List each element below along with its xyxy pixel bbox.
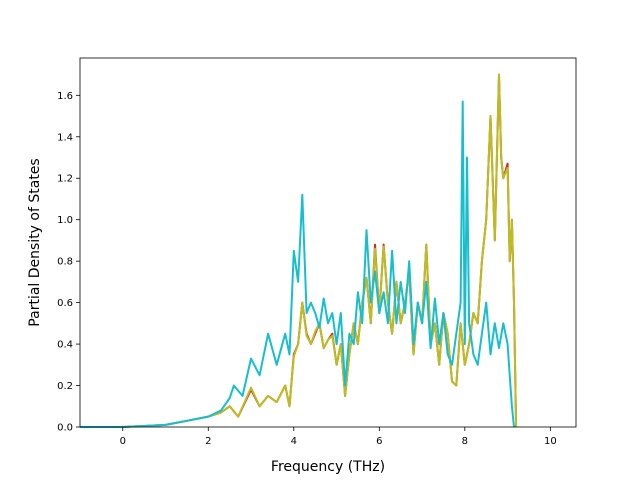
y-tick-label: 0.8 bbox=[57, 257, 73, 268]
y-tick-label: 1.4 bbox=[57, 132, 73, 143]
series-line-2 bbox=[80, 73, 518, 428]
x-tick-label: 2 bbox=[205, 436, 211, 447]
x-tick-label: 4 bbox=[291, 436, 297, 447]
y-tick-label: 1.6 bbox=[57, 91, 73, 102]
y-tick-label: 0.6 bbox=[57, 298, 73, 309]
y-tick-label: 0.0 bbox=[57, 423, 73, 434]
y-tick-label: 1.0 bbox=[57, 215, 73, 226]
x-tick-label: 6 bbox=[376, 436, 382, 447]
x-tick-label: 10 bbox=[544, 436, 557, 447]
plot-lines bbox=[80, 73, 518, 428]
y-axis-ticks: 0.0 0.2 0.4 0.6 0.8 1.0 1.2 1.4 1.6 bbox=[57, 91, 80, 434]
y-axis-title: Partial Density of States bbox=[27, 158, 43, 326]
y-tick-label: 0.4 bbox=[57, 340, 73, 351]
x-tick-label: 0 bbox=[120, 436, 126, 447]
x-axis-ticks: 0 2 4 6 8 10 bbox=[120, 427, 557, 447]
plot-area-frame bbox=[79, 57, 577, 428]
y-tick-label: 1.2 bbox=[57, 174, 73, 185]
x-axis-title: Frequency (THz) bbox=[271, 459, 385, 475]
x-tick-label: 8 bbox=[462, 436, 468, 447]
series-line-3 bbox=[80, 100, 515, 428]
y-tick-label: 0.2 bbox=[57, 381, 73, 392]
